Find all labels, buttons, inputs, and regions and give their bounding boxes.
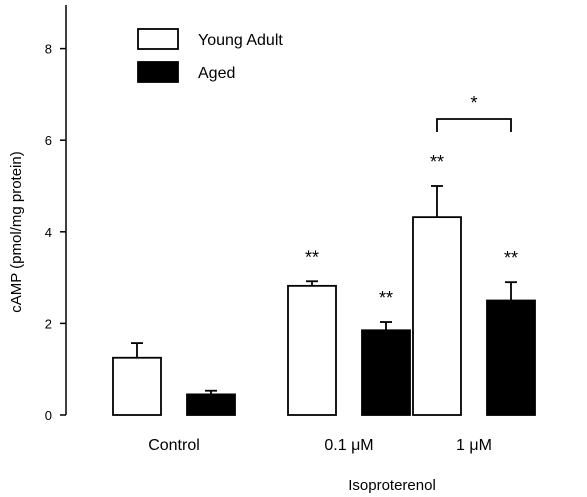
bar xyxy=(112,356,162,416)
bar xyxy=(186,393,236,416)
significance-label: ** xyxy=(430,152,444,172)
category-label: Control xyxy=(148,437,200,454)
y-tick-label: 4 xyxy=(45,225,52,240)
significance-label: ** xyxy=(305,247,319,267)
bar xyxy=(486,299,536,416)
y-tick-label: 6 xyxy=(45,133,52,148)
comparison-label: * xyxy=(470,93,477,113)
comparison-bracket xyxy=(436,118,512,132)
bar xyxy=(361,329,411,416)
category-label: 1 μM xyxy=(456,437,492,454)
significance-label: ** xyxy=(379,288,393,308)
bar xyxy=(412,216,462,416)
y-tick-label: 2 xyxy=(45,316,52,331)
category-label: 0.1 μM xyxy=(324,437,373,454)
legend: Young Adult Aged xyxy=(137,28,283,83)
legend-label: Aged xyxy=(198,65,235,82)
bars: ********* xyxy=(112,93,536,416)
y-axis-title: cAMP (pmol/mg protein) xyxy=(8,151,25,312)
legend-swatch xyxy=(137,61,179,83)
legend-swatch xyxy=(137,28,179,50)
axes: 0 2 4 6 8 Control 0.1 μM 1 μM xyxy=(45,5,492,454)
legend-label: Young Adult xyxy=(198,32,283,49)
y-tick-label: 8 xyxy=(45,42,52,57)
bar xyxy=(287,284,337,416)
x-axis-title: Isoproterenol xyxy=(348,477,436,494)
significance-label: ** xyxy=(504,248,518,268)
y-tick-label: 0 xyxy=(45,408,52,423)
